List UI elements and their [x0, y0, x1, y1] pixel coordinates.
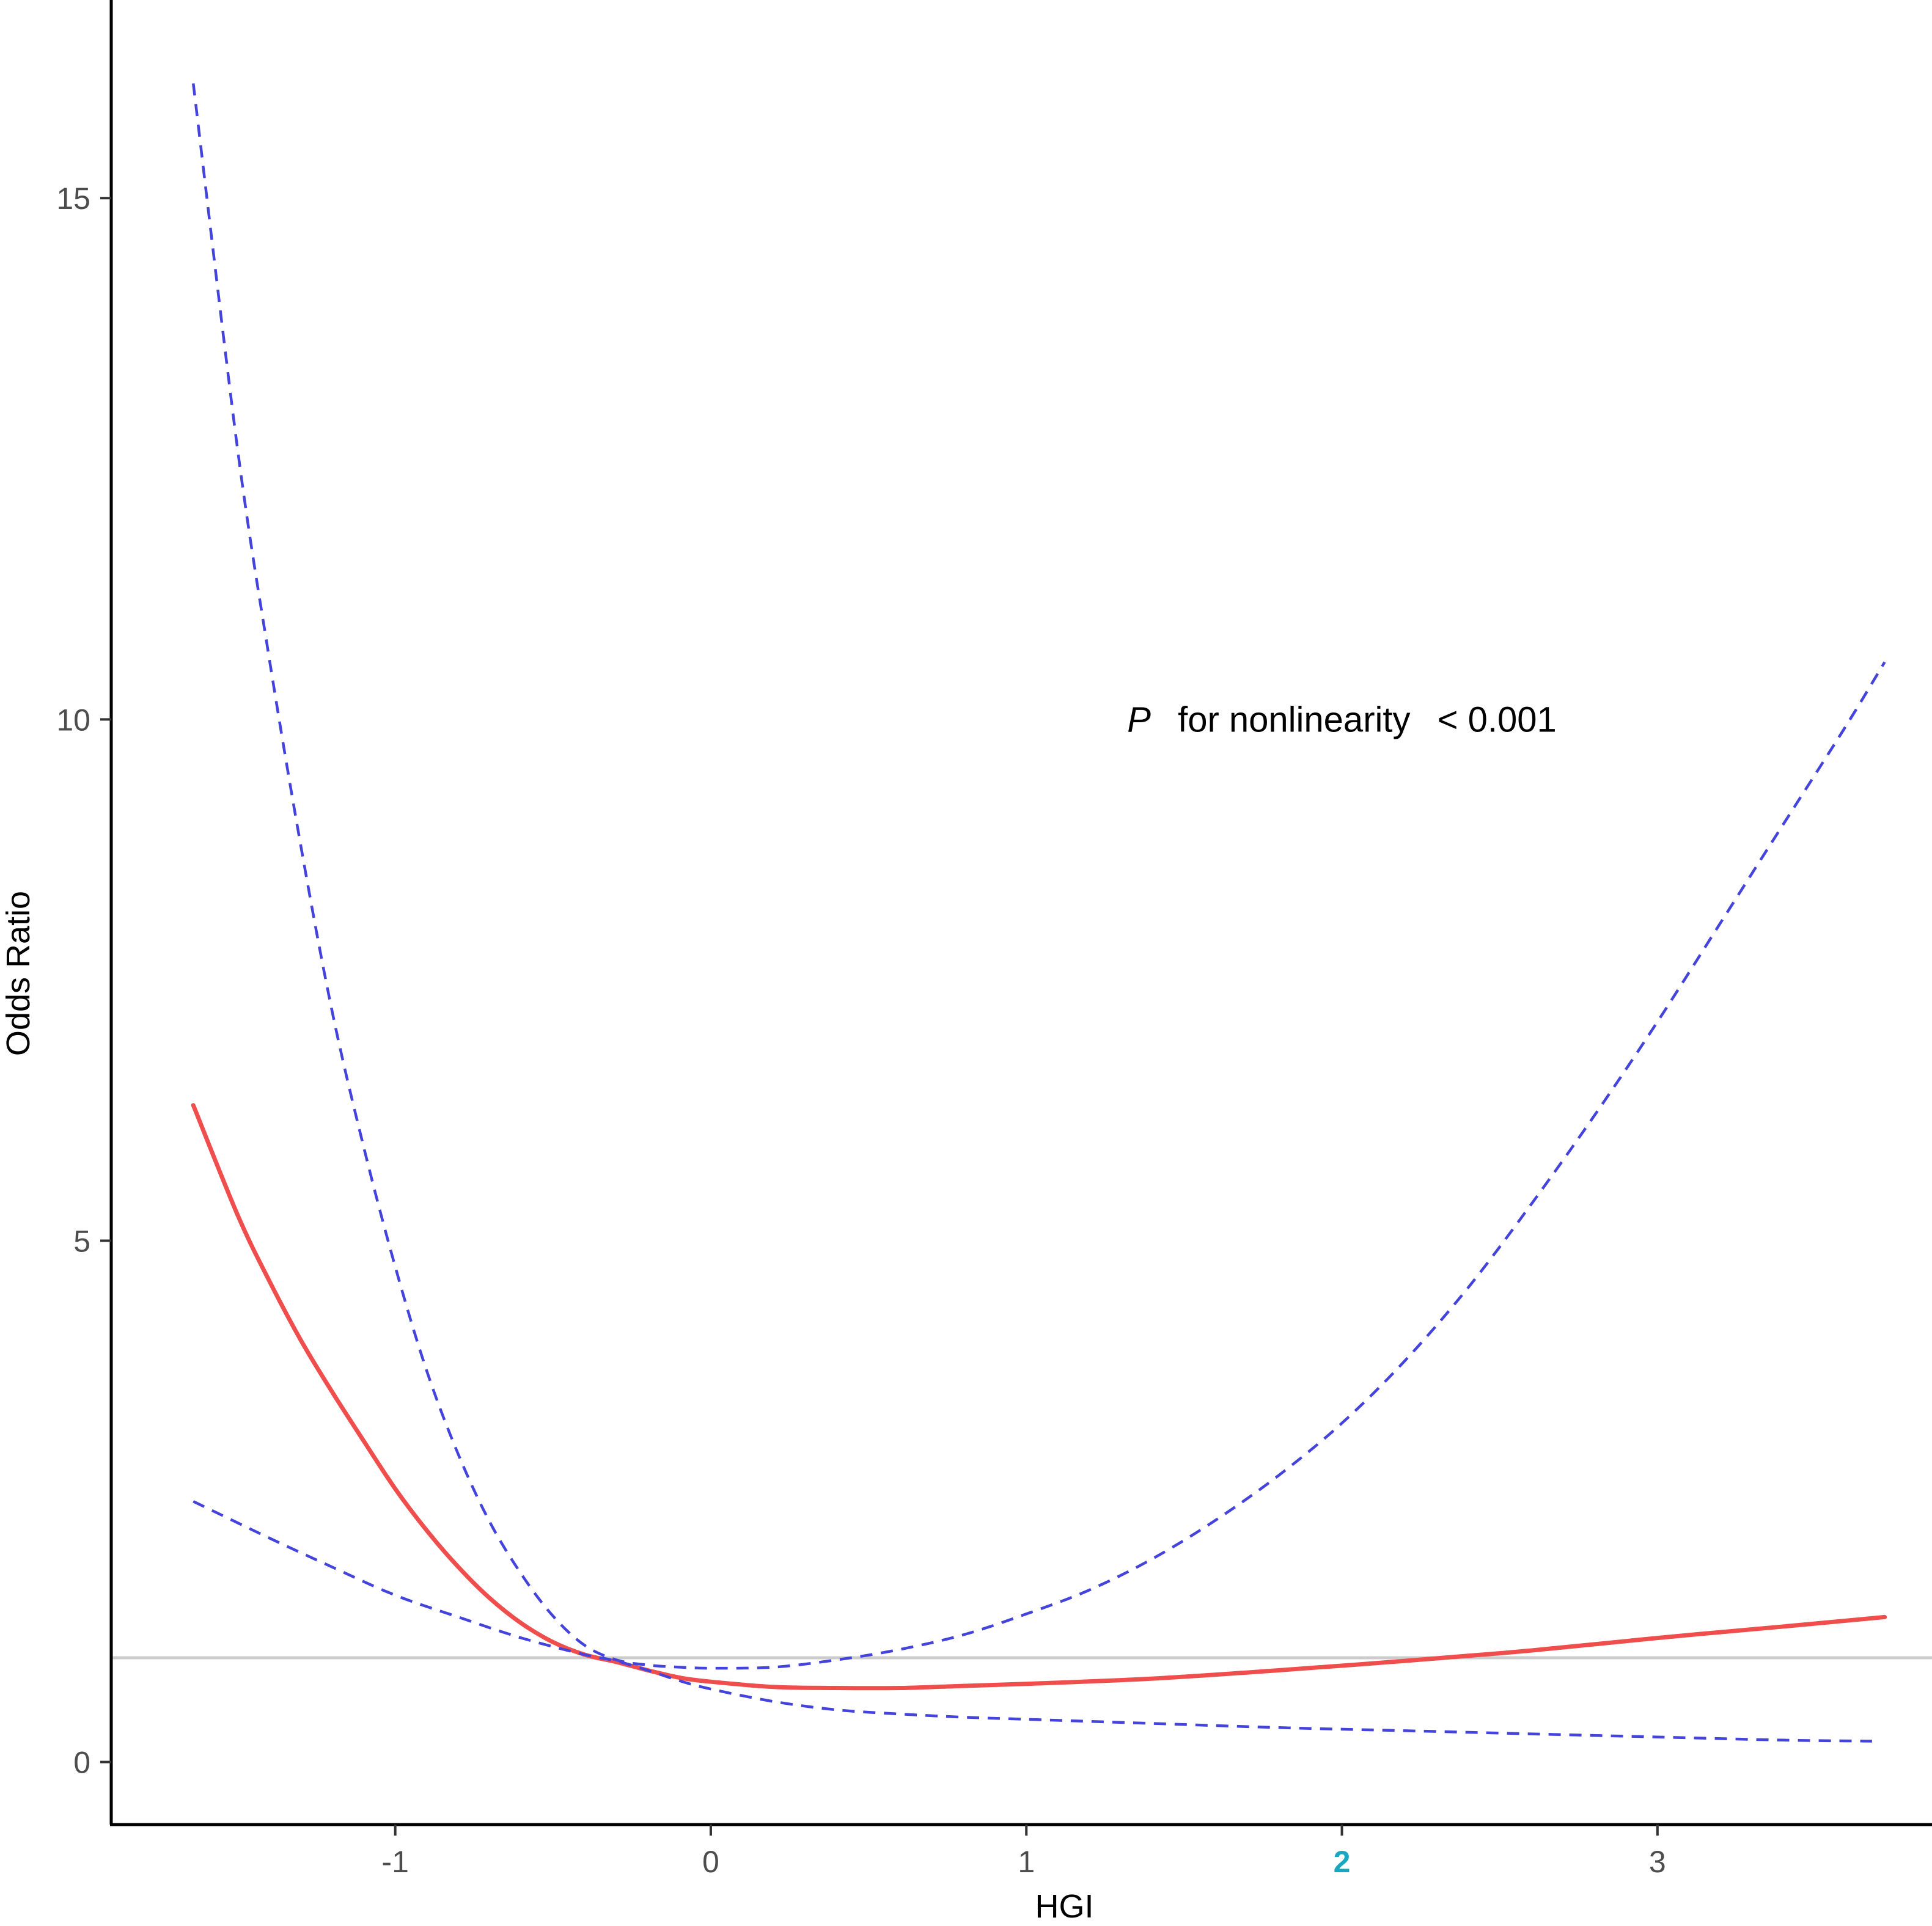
x-tick-label: 1 — [1018, 1845, 1035, 1879]
series-lower-ci — [193, 1500, 1872, 1743]
x-tick-label: 3 — [1649, 1845, 1666, 1879]
y-tick-label: 10 — [56, 703, 90, 737]
annotation-value: < 0.001 — [1438, 700, 1557, 739]
annotation-p: P — [1127, 700, 1151, 739]
ticks: -1 0 1 2 3 0 5 10 15 — [56, 181, 1666, 1879]
nonlinearity-annotation: P for nonlinearity < 0.001 — [1127, 700, 1557, 739]
y-tick-label: 0 — [73, 1746, 90, 1780]
x-tick-label: -1 — [381, 1845, 408, 1879]
y-axis-title: Odds Ratio — [0, 891, 37, 1056]
x-tick-label: 2 — [1334, 1845, 1351, 1879]
y-tick-label: 5 — [73, 1224, 90, 1258]
series-layer — [191, 83, 1887, 1743]
annotation-label: for nonlinearity — [1178, 700, 1410, 739]
axes — [109, 0, 1932, 1826]
x-axis-title: HGI — [1035, 1888, 1093, 1925]
series-estimate — [191, 1103, 1887, 1691]
y-tick-label: 15 — [56, 181, 90, 216]
x-tick-label: 0 — [702, 1845, 719, 1879]
series-upper-ci — [191, 83, 1886, 1670]
